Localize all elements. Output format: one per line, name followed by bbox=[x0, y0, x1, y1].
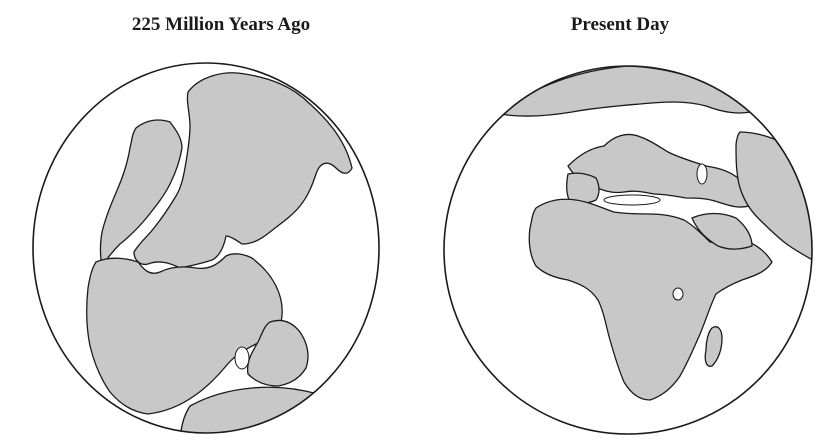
mediterranean-icon bbox=[603, 194, 661, 206]
landmass-arabia bbox=[691, 212, 753, 250]
landmass-africa bbox=[528, 198, 773, 401]
globe-outline bbox=[32, 62, 380, 434]
panel-title-past: 225 Million Years Ago bbox=[131, 14, 311, 35]
landmass-madagascar bbox=[704, 326, 723, 367]
landmass-laurasia bbox=[133, 72, 353, 269]
caspian-sea-icon bbox=[696, 163, 708, 185]
panel-title-present: Present Day bbox=[570, 14, 670, 35]
landmass-southeast bbox=[246, 319, 309, 387]
landmass-antarctica bbox=[179, 386, 377, 433]
globe-pangaea bbox=[32, 62, 380, 434]
lake-victoria-icon bbox=[672, 287, 684, 301]
landmass-iberia bbox=[566, 172, 600, 204]
globe-outline bbox=[443, 65, 813, 435]
landmass-northwest bbox=[99, 119, 183, 267]
globe-present bbox=[443, 65, 813, 435]
small-island-icon bbox=[234, 346, 250, 370]
